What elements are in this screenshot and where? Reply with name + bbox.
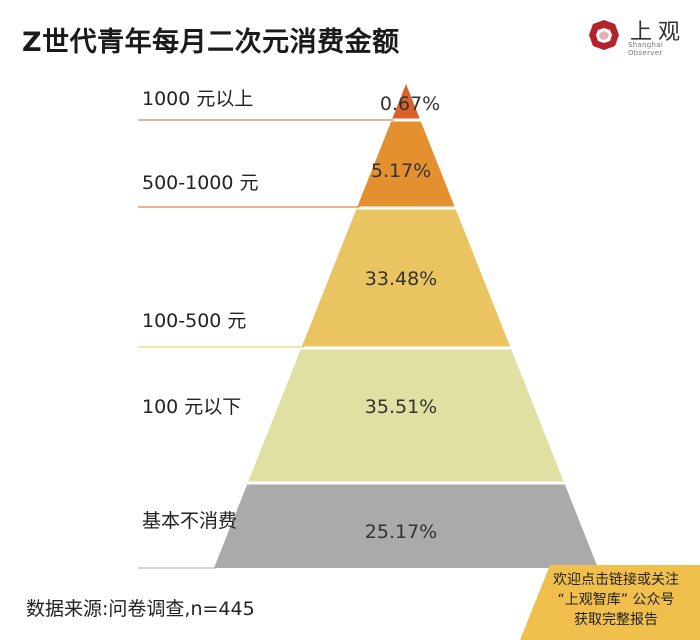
value-label: 33.48% bbox=[365, 268, 437, 290]
cta-line: 欢迎点击链接或关注 bbox=[553, 572, 679, 588]
value-label: 5.17% bbox=[371, 160, 431, 182]
logo-icon bbox=[589, 20, 619, 50]
value-label: 0.67% bbox=[380, 93, 440, 115]
value-label: 35.51% bbox=[365, 396, 437, 418]
category-label: 500-1000 元 bbox=[142, 172, 259, 194]
cta-line: 获取完整报告 bbox=[574, 612, 658, 628]
source-note: 数据来源:问卷调查,n=445 bbox=[26, 598, 255, 620]
logo-text: 上观 bbox=[630, 20, 687, 45]
category-label: 1000 元以上 bbox=[142, 88, 253, 110]
cta-line: “上观智库” 公众号 bbox=[557, 592, 675, 608]
pyramid-segment bbox=[357, 121, 455, 207]
page-title: Z世代青年每月二次元消费金额 bbox=[22, 27, 400, 58]
value-label: 25.17% bbox=[365, 521, 437, 543]
pyramid-segment bbox=[392, 84, 420, 119]
category-label: 基本不消费 bbox=[142, 510, 237, 532]
cta-banner-shape bbox=[520, 565, 700, 640]
category-label: 100 元以下 bbox=[142, 396, 241, 418]
pyramid-segment bbox=[214, 484, 598, 568]
category-label: 100-500 元 bbox=[142, 310, 246, 332]
logo-subtitle: Shanghai Observer bbox=[628, 41, 664, 57]
pyramid-segment bbox=[248, 349, 564, 482]
cta-banner[interactable]: 欢迎点击链接或关注 “上观智库” 公众号 获取完整报告 bbox=[536, 570, 696, 630]
pyramid-segment bbox=[301, 209, 511, 347]
